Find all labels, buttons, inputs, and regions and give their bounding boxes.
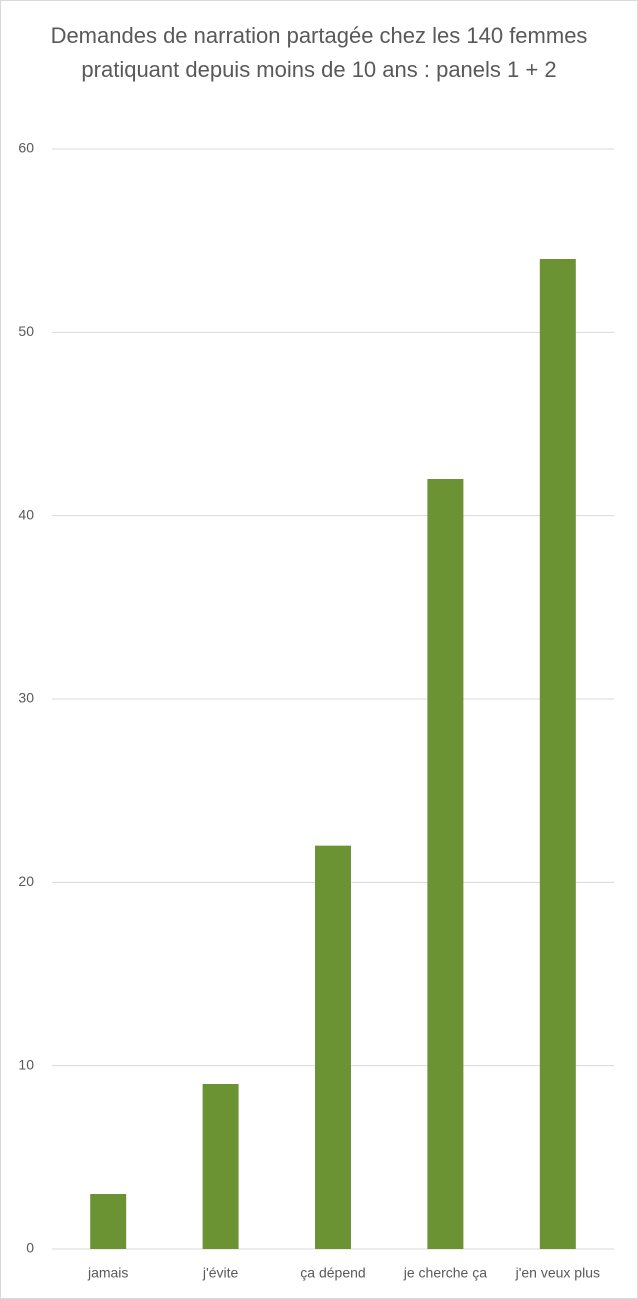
x-tick-label: ça dépend (300, 1265, 365, 1281)
x-tick-label: j'évite (202, 1265, 239, 1281)
bar (202, 1084, 239, 1249)
bar (90, 1194, 127, 1249)
chart-title: Demandes de narration partagée chez les … (50, 23, 588, 82)
bar (427, 479, 464, 1249)
y-tick-label: 50 (18, 323, 34, 339)
bar (315, 845, 351, 1249)
y-tick-label: 0 (26, 1240, 34, 1256)
y-tick-label: 40 (18, 506, 34, 522)
y-tick-label: 60 (18, 140, 34, 156)
y-tick-label: 20 (18, 873, 34, 889)
x-tick-label: je cherche ça (403, 1265, 487, 1281)
x-tick-label: j'en veux plus (515, 1265, 600, 1281)
bar (539, 259, 576, 1249)
y-tick-label: 10 (18, 1056, 34, 1072)
x-tick-label: jamais (87, 1265, 128, 1281)
y-tick-label: 30 (18, 690, 34, 706)
